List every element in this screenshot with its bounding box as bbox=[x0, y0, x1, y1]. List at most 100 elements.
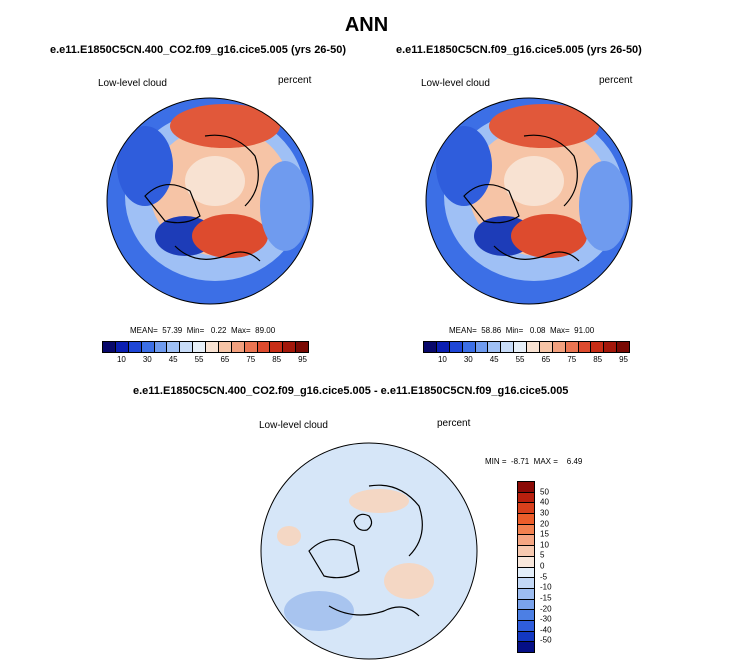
colorbar-tick-label: 65 bbox=[220, 355, 230, 364]
colorbar-swatch bbox=[270, 342, 284, 352]
colorbar-tick-label: 20 bbox=[540, 519, 549, 528]
colorbar-swatch bbox=[154, 342, 168, 352]
colorbar-swatch bbox=[518, 631, 534, 643]
colorbar-tick-label: -20 bbox=[540, 604, 552, 613]
panel2-atlantic-high-cloud bbox=[489, 104, 599, 148]
colorbar-swatch bbox=[231, 342, 245, 352]
colorbar-swatch bbox=[518, 578, 534, 589]
colorbar-swatch bbox=[462, 342, 476, 352]
colorbar-tick-label: 95 bbox=[298, 355, 307, 364]
colorbar-swatch bbox=[617, 342, 629, 352]
colorbar-swatch bbox=[518, 492, 534, 504]
colorbar-tick-label: 45 bbox=[489, 355, 499, 364]
panel1-atlantic-high-cloud bbox=[170, 104, 280, 148]
colorbar-swatch bbox=[103, 342, 116, 352]
colorbar-tick-label: 30 bbox=[142, 355, 152, 364]
colorbar-tick-label: 15 bbox=[540, 529, 549, 539]
panel2-map bbox=[425, 97, 633, 305]
colorbar-swatch bbox=[518, 610, 534, 621]
panel2-case-title: e.e11.E1850C5CN.f09_g16.cice5.005 (yrs 2… bbox=[396, 44, 642, 56]
colorbar-swatch bbox=[518, 514, 534, 525]
panel1-colorbar-bar bbox=[102, 341, 309, 353]
colorbar-swatch bbox=[578, 342, 592, 352]
colorbar-tick-label: 85 bbox=[272, 355, 282, 364]
panel1-colorbar bbox=[102, 341, 309, 353]
colorbar-swatch bbox=[141, 342, 155, 352]
panel1-coastline bbox=[144, 184, 201, 224]
colorbar-swatch bbox=[488, 342, 502, 352]
diff-field bbox=[261, 443, 477, 659]
colorbar-tick-label: 10 bbox=[437, 355, 447, 364]
colorbar-swatch bbox=[518, 567, 534, 579]
colorbar-tick-label: 95 bbox=[619, 355, 628, 364]
colorbar-swatch bbox=[518, 503, 534, 515]
colorbar-swatch bbox=[206, 342, 219, 352]
colorbar-swatch bbox=[180, 342, 194, 352]
colorbar-tick-label: 0 bbox=[540, 561, 545, 571]
colorbar-tick-label: 55 bbox=[194, 355, 204, 364]
colorbar-tick-label: 10 bbox=[116, 355, 126, 364]
colorbar-tick-label: 50 bbox=[540, 487, 549, 497]
panel1-stats: MEAN= 57.39 Min= 0.22 Max= 89.00 bbox=[130, 326, 276, 335]
panel2-colorbar bbox=[423, 341, 630, 353]
diff-colorbar-ticks: 50 40 30 20 15 10 5 0 -5 -10 -15 -20 -30 -40 -50 bbox=[540, 481, 570, 651]
colorbar-tick-label: 75 bbox=[246, 355, 256, 364]
colorbar-swatch bbox=[244, 342, 258, 352]
diff-colorbar-bar bbox=[517, 481, 535, 653]
colorbar-tick-label: -15 bbox=[540, 593, 552, 603]
colorbar-tick-label: 5 bbox=[540, 550, 545, 560]
colorbar-swatch bbox=[424, 342, 437, 352]
colorbar-swatch bbox=[115, 342, 129, 352]
colorbar-swatch bbox=[539, 342, 553, 352]
colorbar-tick-label: 30 bbox=[463, 355, 473, 364]
colorbar-tick-label: -10 bbox=[540, 582, 552, 592]
colorbar-swatch bbox=[283, 342, 297, 352]
colorbar-tick-label: 75 bbox=[567, 355, 577, 364]
colorbar-swatch bbox=[128, 342, 142, 352]
colorbar-swatch bbox=[475, 342, 489, 352]
panel2-variable-label: Low-level cloud bbox=[421, 78, 490, 89]
colorbar-swatch bbox=[527, 342, 540, 352]
panel2-colorbar-ticks: 10 30 45 55 65 75 85 95 bbox=[423, 355, 630, 367]
colorbar-swatch bbox=[218, 342, 232, 352]
colorbar-swatch bbox=[449, 342, 463, 352]
colorbar-swatch bbox=[257, 342, 271, 352]
colorbar-swatch bbox=[193, 342, 206, 352]
colorbar-tick-label: 40 bbox=[540, 497, 549, 507]
colorbar-swatch bbox=[591, 342, 605, 352]
colorbar-swatch bbox=[552, 342, 566, 352]
colorbar-swatch bbox=[518, 556, 534, 568]
diff-variable-label: Low-level cloud bbox=[259, 420, 328, 431]
colorbar-swatch bbox=[501, 342, 515, 352]
colorbar-swatch bbox=[565, 342, 579, 352]
figure-title: ANN bbox=[344, 14, 389, 36]
colorbar-tick-label: -5 bbox=[540, 572, 548, 582]
colorbar-swatch bbox=[518, 524, 534, 536]
colorbar-swatch bbox=[436, 342, 450, 352]
colorbar-tick-label: -40 bbox=[540, 625, 552, 635]
colorbar-tick-label: 55 bbox=[515, 355, 525, 364]
colorbar-swatch bbox=[518, 535, 534, 547]
colorbar-swatch bbox=[518, 620, 534, 632]
diff-map bbox=[260, 442, 478, 660]
colorbar-tick-label: 10 bbox=[540, 540, 549, 550]
panel1-variable-label: Low-level cloud bbox=[98, 78, 167, 89]
colorbar-swatch bbox=[167, 342, 181, 352]
panel2-coastline bbox=[463, 184, 520, 224]
colorbar-swatch bbox=[514, 342, 527, 352]
colorbar-tick-label: 65 bbox=[541, 355, 551, 364]
colorbar-tick-label: -50 bbox=[540, 635, 552, 645]
colorbar-swatch bbox=[296, 342, 308, 352]
colorbar-tick-label: 45 bbox=[168, 355, 178, 364]
diff-units-label: percent bbox=[437, 418, 471, 429]
panel2-colorbar-bar bbox=[423, 341, 630, 353]
panel1-map bbox=[106, 97, 314, 305]
colorbar-swatch bbox=[518, 642, 534, 652]
diff-stats: MIN = -8.71 MAX = 6.49 bbox=[485, 457, 583, 466]
colorbar-tick-label: 85 bbox=[593, 355, 603, 364]
diff-coastline bbox=[308, 539, 360, 579]
panel2-stats: MEAN= 58.86 Min= 0.08 Max= 91.00 bbox=[449, 326, 595, 335]
panel2-units-label: percent bbox=[599, 75, 633, 86]
diff-title: e.e11.E1850C5CN.400_CO2.f09_g16.cice5.00… bbox=[133, 385, 569, 397]
panel1-case-title: e.e11.E1850C5CN.400_CO2.f09_g16.cice5.00… bbox=[50, 44, 346, 56]
